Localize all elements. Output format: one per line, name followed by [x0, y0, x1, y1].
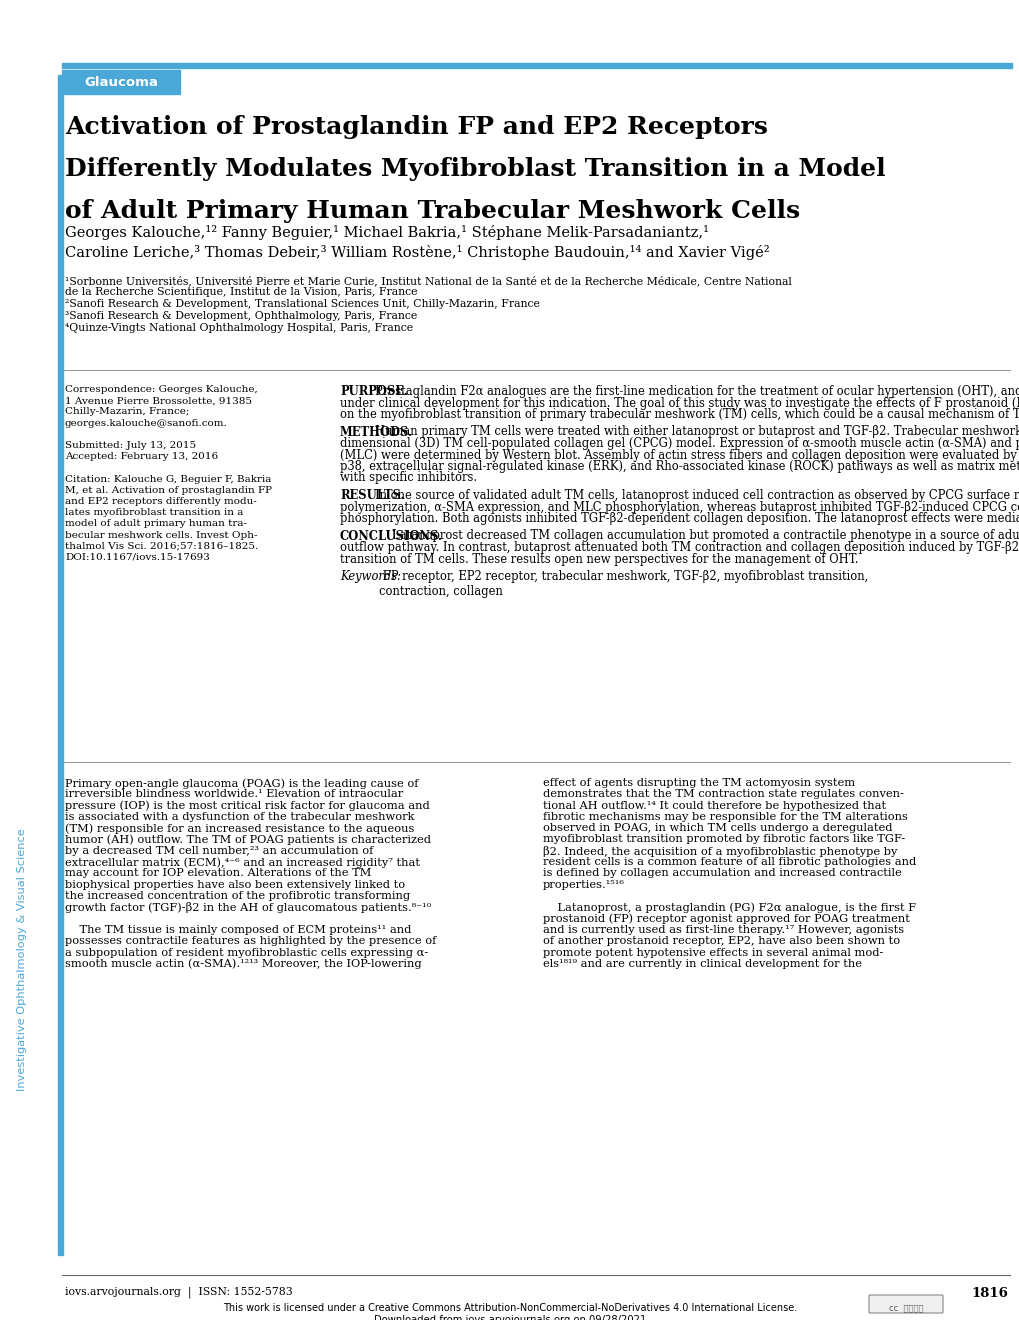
Text: M, et al. Activation of prostaglandin FP: M, et al. Activation of prostaglandin FP — [65, 486, 272, 495]
Text: smooth muscle actin (α-SMA).¹²¹³ Moreover, the IOP-lowering: smooth muscle actin (α-SMA).¹²¹³ Moreove… — [65, 958, 421, 969]
Text: Latanoprost, a prostaglandin (PG) F2α analogue, is the first F: Latanoprost, a prostaglandin (PG) F2α an… — [542, 903, 915, 913]
Text: phosphorylation. Both agonists inhibited TGF-β2-dependent collagen deposition. T: phosphorylation. Both agonists inhibited… — [339, 512, 1019, 525]
Text: model of adult primary human tra-: model of adult primary human tra- — [65, 519, 247, 528]
Text: ²Sanofi Research & Development, Translational Sciences Unit, Chilly-Mazarin, Fra: ²Sanofi Research & Development, Translat… — [65, 300, 539, 309]
FancyBboxPatch shape — [868, 1295, 943, 1313]
Text: humor (AH) outflow. The TM of POAG patients is characterized: humor (AH) outflow. The TM of POAG patie… — [65, 834, 431, 845]
Text: p38, extracellular signal-regulated kinase (ERK), and Rho-associated kinase (ROC: p38, extracellular signal-regulated kina… — [339, 459, 1019, 473]
Text: observed in POAG, in which TM cells undergo a deregulated: observed in POAG, in which TM cells unde… — [542, 824, 892, 833]
Text: of another prostanoid receptor, EP2, have also been shown to: of another prostanoid receptor, EP2, hav… — [542, 936, 899, 946]
Text: Georges Kalouche,¹² Fanny Beguier,¹ Michael Bakria,¹ Stéphane Melik-Parsadaniant: Georges Kalouche,¹² Fanny Beguier,¹ Mich… — [65, 224, 708, 240]
Text: Differently Modulates Myofibroblast Transition in a Model: Differently Modulates Myofibroblast Tran… — [65, 157, 884, 181]
Text: Keywords:: Keywords: — [339, 570, 400, 583]
Text: The TM tissue is mainly composed of ECM proteins¹¹ and: The TM tissue is mainly composed of ECM … — [65, 925, 411, 935]
Text: iovs.arvojournals.org  |  ISSN: 1552-5783: iovs.arvojournals.org | ISSN: 1552-5783 — [65, 1287, 292, 1299]
Text: promote potent hypotensive effects in several animal mod-: promote potent hypotensive effects in se… — [542, 948, 882, 957]
Text: Glaucoma: Glaucoma — [84, 75, 158, 88]
Text: ⁴Quinze-Vingts National Ophthalmology Hospital, Paris, France: ⁴Quinze-Vingts National Ophthalmology Ho… — [65, 323, 413, 333]
Text: dimensional (3D) TM cell-populated collagen gel (CPCG) model. Expression of α-sm: dimensional (3D) TM cell-populated colla… — [339, 437, 1019, 450]
Text: β2. Indeed, the acquisition of a myofibroblastic phenotype by: β2. Indeed, the acquisition of a myofibr… — [542, 846, 897, 857]
Text: 1816: 1816 — [970, 1287, 1007, 1300]
Text: a subpopulation of resident myofibroblastic cells expressing α-: a subpopulation of resident myofibroblas… — [65, 948, 428, 957]
Text: and is currently used as first-line therapy.¹⁷ However, agonists: and is currently used as first-line ther… — [542, 925, 903, 935]
Text: Correspondence: Georges Kalouche,: Correspondence: Georges Kalouche, — [65, 385, 258, 393]
Text: (MLC) were determined by Western blot. Assembly of actin stress fibers and colla: (MLC) were determined by Western blot. A… — [339, 449, 1019, 462]
Text: Latanoprost decreased TM collagen accumulation but promoted a contractile phenot: Latanoprost decreased TM collagen accumu… — [391, 529, 1019, 543]
Text: the increased concentration of the profibrotic transforming: the increased concentration of the profi… — [65, 891, 410, 902]
Text: on the myofibroblast transition of primary trabecular meshwork (TM) cells, which: on the myofibroblast transition of prima… — [339, 408, 1019, 421]
Text: METHODS.: METHODS. — [339, 425, 413, 438]
Text: This work is licensed under a Creative Commons Attribution-NonCommercial-NoDeriv: This work is licensed under a Creative C… — [223, 1303, 796, 1313]
Text: cc  ⓑⓎⓃⓓ: cc ⓑⓎⓃⓓ — [888, 1304, 922, 1313]
Text: Chilly-Mazarin, France;: Chilly-Mazarin, France; — [65, 408, 190, 416]
Text: ¹Sorbonne Universités, Université Pierre et Marie Curie, Institut National de la: ¹Sorbonne Universités, Université Pierre… — [65, 275, 791, 286]
Text: Accepted: February 13, 2016: Accepted: February 13, 2016 — [65, 453, 218, 461]
Text: Investigative Ophthalmology & Visual Science: Investigative Ophthalmology & Visual Sci… — [17, 829, 26, 1092]
Text: Citation: Kalouche G, Beguier F, Bakria: Citation: Kalouche G, Beguier F, Bakria — [65, 475, 271, 483]
Bar — [58, 75, 63, 1255]
Text: (TM) responsible for an increased resistance to the aqueous: (TM) responsible for an increased resist… — [65, 824, 414, 834]
Text: outflow pathway. In contrast, butaprost attenuated both TM contraction and colla: outflow pathway. In contrast, butaprost … — [339, 541, 1019, 554]
Text: under clinical development for this indication. The goal of this study was to in: under clinical development for this indi… — [339, 396, 1019, 409]
Text: is associated with a dysfunction of the trabecular meshwork: is associated with a dysfunction of the … — [65, 812, 414, 822]
Text: effect of agents disrupting the TM actomyosin system: effect of agents disrupting the TM actom… — [542, 777, 854, 788]
Text: ³Sanofi Research & Development, Ophthalmology, Paris, France: ³Sanofi Research & Development, Ophthalm… — [65, 312, 417, 321]
Text: Downloaded from iovs.arvojournals.org on 09/28/2021: Downloaded from iovs.arvojournals.org on… — [373, 1315, 646, 1320]
Text: de la Recherche Scientifique, Institut de la Vision, Paris, France: de la Recherche Scientifique, Institut d… — [65, 286, 417, 297]
Text: and EP2 receptors differently modu-: and EP2 receptors differently modu- — [65, 498, 257, 506]
Text: polymerization, α-SMA expression, and MLC phosphorylation, whereas butaprost inh: polymerization, α-SMA expression, and ML… — [339, 500, 1019, 513]
Text: DOI:10.1167/iovs.15-17693: DOI:10.1167/iovs.15-17693 — [65, 553, 210, 562]
Text: prostanoid (FP) receptor agonist approved for POAG treatment: prostanoid (FP) receptor agonist approve… — [542, 913, 909, 924]
Text: myofibroblast transition promoted by fibrotic factors like TGF-: myofibroblast transition promoted by fib… — [542, 834, 905, 845]
Text: 1 Avenue Pierre Brossolette, 91385: 1 Avenue Pierre Brossolette, 91385 — [65, 396, 252, 405]
Text: growth factor (TGF)-β2 in the AH of glaucomatous patients.⁸⁻¹⁰: growth factor (TGF)-β2 in the AH of glau… — [65, 903, 431, 913]
Text: FP receptor, EP2 receptor, trabecular meshwork, TGF-β2, myofibroblast transition: FP receptor, EP2 receptor, trabecular me… — [378, 570, 867, 598]
Text: extracellular matrix (ECM),⁴⁻⁶ and an increased rigidity⁷ that: extracellular matrix (ECM),⁴⁻⁶ and an in… — [65, 857, 420, 867]
Text: fibrotic mechanisms may be responsible for the TM alterations: fibrotic mechanisms may be responsible f… — [542, 812, 907, 822]
Text: transition of TM cells. These results open new perspectives for the management o: transition of TM cells. These results op… — [339, 553, 858, 565]
Text: biophysical properties have also been extensively linked to: biophysical properties have also been ex… — [65, 879, 405, 890]
Text: CONCLUSIONS.: CONCLUSIONS. — [339, 529, 442, 543]
Text: with specific inhibitors.: with specific inhibitors. — [339, 471, 477, 484]
Text: is defined by collagen accumulation and increased contractile: is defined by collagen accumulation and … — [542, 869, 901, 878]
Text: by a decreased TM cell number,²³ an accumulation of: by a decreased TM cell number,²³ an accu… — [65, 846, 373, 855]
Text: georges.kalouche@sanofi.com.: georges.kalouche@sanofi.com. — [65, 418, 227, 428]
Text: properties.¹⁵¹⁶: properties.¹⁵¹⁶ — [542, 879, 625, 890]
Text: possesses contractile features as highlighted by the presence of: possesses contractile features as highli… — [65, 936, 436, 946]
Text: lates myofibroblast transition in a: lates myofibroblast transition in a — [65, 508, 244, 517]
Text: PURPOSE.: PURPOSE. — [339, 385, 408, 399]
Text: Caroline Leriche,³ Thomas Debeir,³ William Rostène,¹ Christophe Baudouin,¹⁴ and : Caroline Leriche,³ Thomas Debeir,³ Willi… — [65, 246, 769, 260]
Text: may account for IOP elevation. Alterations of the TM: may account for IOP elevation. Alteratio… — [65, 869, 371, 878]
Bar — [62, 63, 1011, 69]
Text: thalmol Vis Sci. 2016;57:1816–1825.: thalmol Vis Sci. 2016;57:1816–1825. — [65, 541, 258, 550]
Text: Prostaglandin F2α analogues are the first-line medication for the treatment of o: Prostaglandin F2α analogues are the firs… — [374, 385, 1019, 399]
Text: pressure (IOP) is the most critical risk factor for glaucoma and: pressure (IOP) is the most critical risk… — [65, 801, 429, 812]
Text: tional AH outflow.¹⁴ It could therefore be hypothesized that: tional AH outflow.¹⁴ It could therefore … — [542, 801, 886, 810]
Text: In one source of validated adult TM cells, latanoprost induced cell contraction : In one source of validated adult TM cell… — [374, 488, 1019, 502]
Text: resident cells is a common feature of all fibrotic pathologies and: resident cells is a common feature of al… — [542, 857, 915, 867]
Text: Primary open-angle glaucoma (POAG) is the leading cause of: Primary open-angle glaucoma (POAG) is th… — [65, 777, 418, 788]
Text: Activation of Prostaglandin FP and EP2 Receptors: Activation of Prostaglandin FP and EP2 R… — [65, 115, 767, 139]
Text: of Adult Primary Human Trabecular Meshwork Cells: of Adult Primary Human Trabecular Meshwo… — [65, 199, 799, 223]
Text: RESULTS.: RESULTS. — [339, 488, 404, 502]
Text: els¹⁸¹⁹ and are currently in clinical development for the: els¹⁸¹⁹ and are currently in clinical de… — [542, 958, 861, 969]
Text: becular meshwork cells. Invest Oph-: becular meshwork cells. Invest Oph- — [65, 531, 257, 540]
Text: demonstrates that the TM contraction state regulates conven-: demonstrates that the TM contraction sta… — [542, 789, 903, 800]
Bar — [62, 70, 179, 94]
Text: Human primary TM cells were treated with either latanoprost or butaprost and TGF: Human primary TM cells were treated with… — [374, 425, 1019, 438]
Text: irreversible blindness worldwide.¹ Elevation of intraocular: irreversible blindness worldwide.¹ Eleva… — [65, 789, 403, 800]
Text: Submitted: July 13, 2015: Submitted: July 13, 2015 — [65, 441, 196, 450]
